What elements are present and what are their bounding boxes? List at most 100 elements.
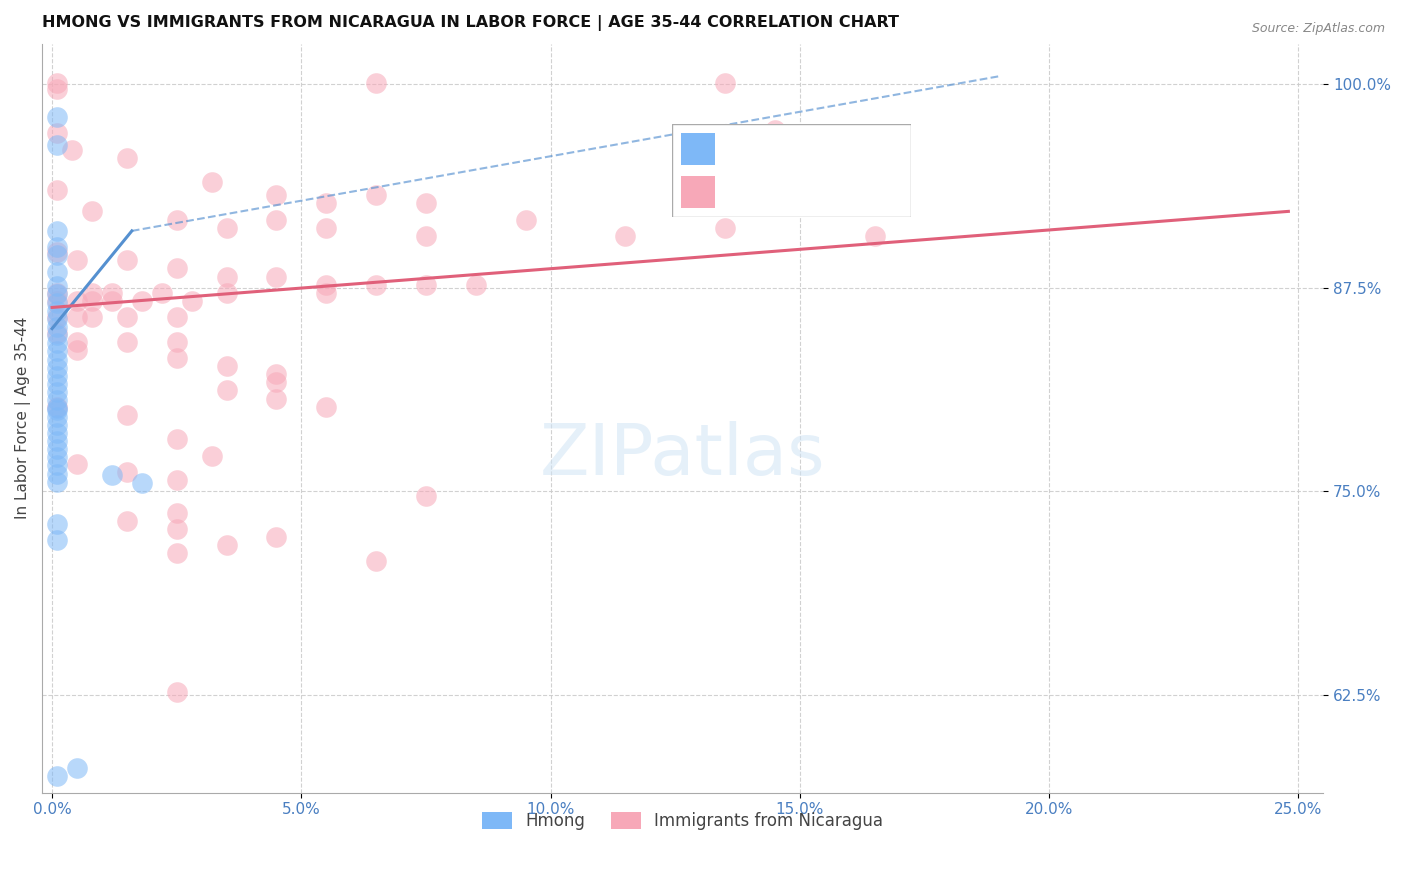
Legend: Hmong, Immigrants from Nicaragua: Hmong, Immigrants from Nicaragua	[475, 805, 890, 837]
Point	[46, 442, 69, 456]
Point	[46, 393, 69, 408]
Point	[166, 506, 188, 520]
Point	[46, 458, 69, 473]
Point	[46, 533, 69, 548]
Point	[166, 433, 188, 447]
Point	[215, 538, 238, 552]
Point	[66, 343, 89, 357]
Point	[46, 516, 69, 531]
Bar	[681, 176, 714, 208]
Point	[415, 489, 437, 503]
Point	[215, 269, 238, 284]
Point	[46, 310, 69, 325]
Point	[80, 285, 103, 300]
Text: 0.196: 0.196	[768, 140, 824, 158]
Point	[46, 293, 69, 308]
Point	[80, 293, 103, 308]
Point	[266, 269, 288, 284]
Point	[115, 253, 138, 268]
Point	[46, 82, 69, 96]
Point	[80, 310, 103, 325]
Point	[46, 434, 69, 448]
Point	[115, 465, 138, 479]
Point	[46, 110, 69, 124]
Point	[166, 261, 188, 276]
Point	[46, 279, 69, 293]
Text: 82: 82	[873, 183, 898, 201]
Point	[166, 212, 188, 227]
Point	[166, 351, 188, 365]
Point	[46, 287, 69, 301]
Point	[46, 360, 69, 375]
Point	[166, 334, 188, 349]
Point	[166, 473, 188, 487]
Point	[46, 245, 69, 260]
Point	[315, 220, 337, 235]
Text: N =: N =	[823, 183, 875, 201]
Text: 0.123: 0.123	[768, 183, 824, 201]
Point	[464, 277, 486, 292]
Point	[66, 310, 89, 325]
Point	[46, 385, 69, 400]
Text: 38: 38	[873, 140, 898, 158]
Text: ZIPatlas: ZIPatlas	[540, 421, 825, 490]
Y-axis label: In Labor Force | Age 35-44: In Labor Force | Age 35-44	[15, 317, 31, 519]
Point	[66, 334, 89, 349]
Point	[101, 293, 124, 308]
Point	[415, 196, 437, 211]
Point	[201, 175, 224, 189]
Point	[46, 265, 69, 279]
Point	[46, 403, 69, 417]
Point	[266, 392, 288, 406]
Point	[714, 76, 737, 90]
Point	[315, 277, 337, 292]
Point	[115, 334, 138, 349]
Point	[180, 293, 202, 308]
Point	[366, 277, 388, 292]
Point	[614, 228, 637, 243]
Point	[266, 530, 288, 544]
Point	[46, 137, 69, 152]
Point	[46, 303, 69, 318]
Point	[315, 400, 337, 414]
Point	[60, 143, 83, 157]
Point	[46, 76, 69, 90]
Point	[46, 224, 69, 238]
Point	[46, 183, 69, 197]
Point	[66, 253, 89, 268]
Point	[46, 126, 69, 140]
Point	[46, 326, 69, 341]
Point	[46, 769, 69, 783]
Point	[46, 295, 69, 310]
Point	[366, 554, 388, 568]
Point	[46, 320, 69, 334]
Point	[46, 401, 69, 416]
Point	[131, 476, 153, 491]
Point	[863, 228, 886, 243]
Point	[46, 450, 69, 465]
Text: N =: N =	[823, 140, 875, 158]
Point	[46, 400, 69, 414]
Point	[215, 384, 238, 398]
Point	[201, 449, 224, 463]
Point	[115, 408, 138, 422]
Point	[266, 376, 288, 390]
Point	[131, 293, 153, 308]
Point	[266, 188, 288, 202]
Bar	[681, 134, 714, 165]
Point	[46, 467, 69, 481]
Point	[46, 240, 69, 254]
Point	[46, 328, 69, 343]
Point	[150, 285, 173, 300]
Point	[46, 417, 69, 432]
Point	[166, 546, 188, 560]
Point	[215, 285, 238, 300]
Point	[714, 220, 737, 235]
Point	[66, 293, 89, 308]
Point	[46, 425, 69, 440]
Point	[80, 204, 103, 219]
Point	[315, 196, 337, 211]
Point	[46, 376, 69, 391]
Point	[266, 212, 288, 227]
Point	[366, 188, 388, 202]
